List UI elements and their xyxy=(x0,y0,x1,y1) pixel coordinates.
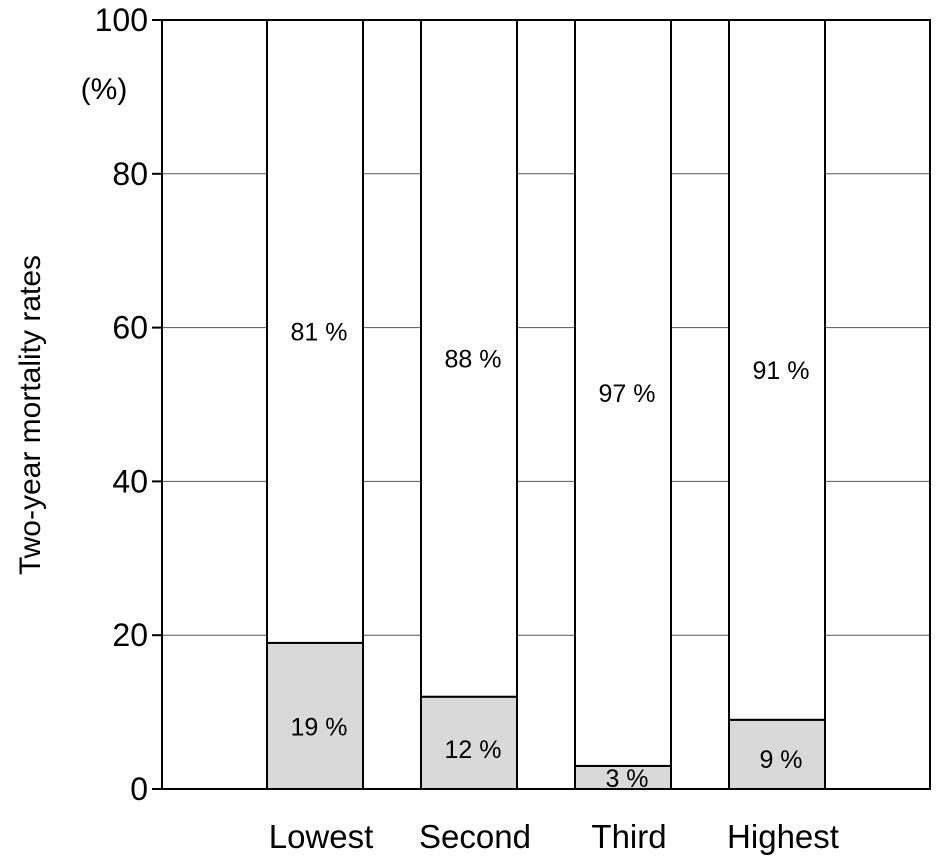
bar-segment xyxy=(728,718,826,790)
y-axis-unit: (%) xyxy=(81,73,128,106)
x-category-label: Second xyxy=(419,818,531,855)
data-labels: 19 % 81 % 12 % 88 % 3 % 97 % 9 % 91 % xyxy=(291,318,810,793)
x-axis-categories: Lowest Second Third Highest xyxy=(269,818,839,855)
bar-segment xyxy=(574,19,672,767)
y-axis-title: Two-year mortality rates xyxy=(14,255,47,575)
plot-border xyxy=(161,19,931,790)
data-label: 88 % xyxy=(445,345,502,373)
x-category-label: Third xyxy=(591,818,666,855)
y-tick-label: 20 xyxy=(112,617,148,653)
x-category-label: Lowest xyxy=(269,818,374,855)
data-label: 9 % xyxy=(759,746,802,774)
data-label: 81 % xyxy=(291,318,348,346)
plot-frame xyxy=(161,19,931,790)
y-tick-label: 100 xyxy=(95,2,148,38)
bar-segment xyxy=(420,19,518,698)
data-label: 97 % xyxy=(599,380,656,408)
y-tick-label: 0 xyxy=(130,771,148,807)
bars xyxy=(266,19,826,791)
y-tick-label: 40 xyxy=(112,463,148,499)
data-label: 19 % xyxy=(291,714,348,742)
data-label: 3 % xyxy=(605,765,648,793)
x-category-label: Highest xyxy=(727,818,839,855)
bar-segment xyxy=(420,695,518,790)
y-axis-ticks: 0 20 40 60 80 100 xyxy=(95,2,162,807)
bar-segment xyxy=(728,19,826,721)
data-label: 12 % xyxy=(445,736,502,764)
y-tick-label: 80 xyxy=(112,156,148,192)
bar-segment xyxy=(266,641,364,791)
data-label: 91 % xyxy=(753,357,810,385)
y-tick-label: 60 xyxy=(112,310,148,346)
gridlines xyxy=(162,173,930,636)
bar-segment xyxy=(266,19,364,644)
